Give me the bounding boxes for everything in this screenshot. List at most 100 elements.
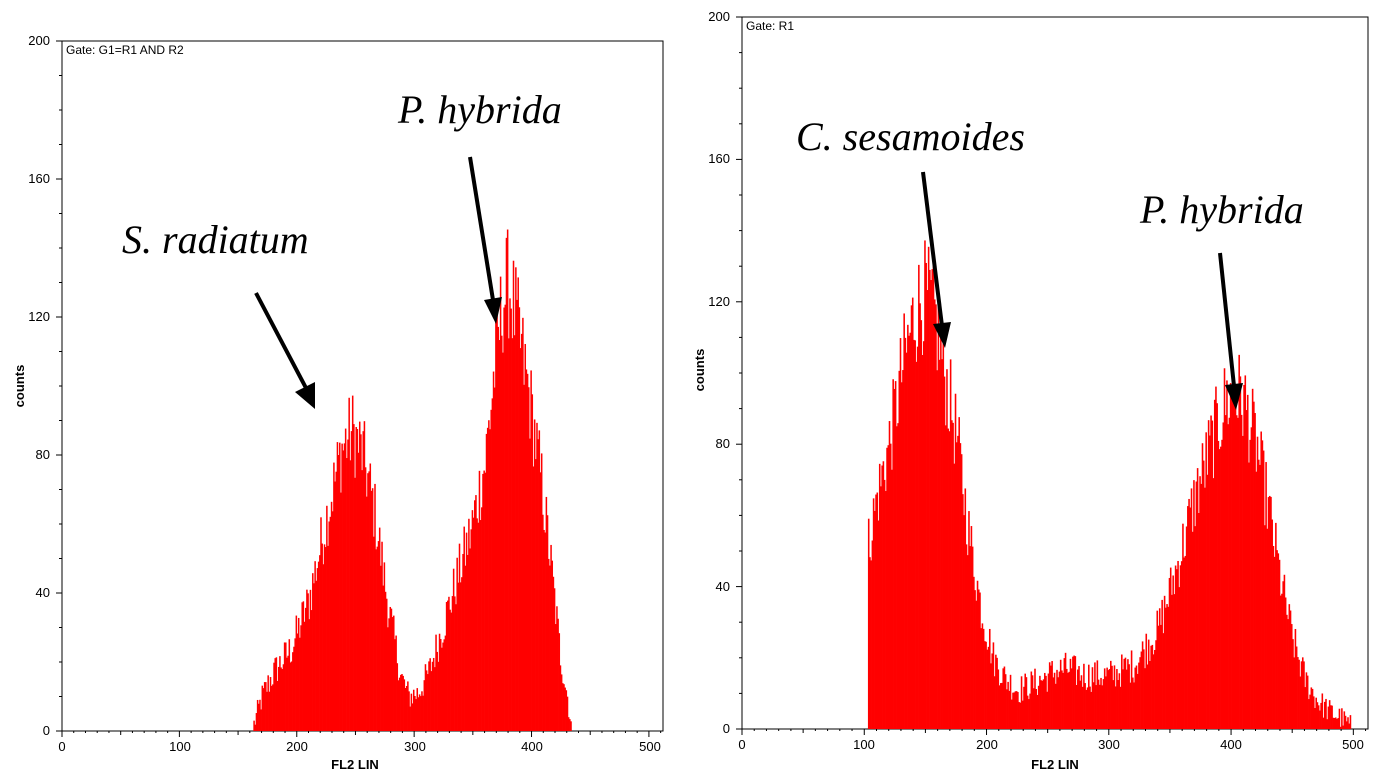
histogram-bar — [1024, 673, 1026, 729]
histogram-bar — [870, 560, 872, 729]
histogram-bar — [544, 532, 546, 731]
histogram-bar — [1237, 417, 1239, 729]
histogram-bar — [1347, 717, 1349, 729]
histogram-bar — [1101, 685, 1104, 729]
histogram-bar — [905, 352, 908, 729]
histogram-bar — [1061, 670, 1063, 729]
annotation-arrowhead-c-sesamoides — [933, 322, 951, 348]
histogram-bar — [1130, 650, 1133, 729]
histogram-bar — [1059, 659, 1062, 729]
histogram-bar — [1255, 471, 1258, 729]
histogram-bar — [438, 633, 441, 731]
histogram-bar — [1337, 718, 1339, 729]
histogram-bar — [1006, 689, 1008, 729]
histogram-bar — [363, 421, 366, 731]
histogram-bar — [1321, 693, 1324, 729]
histogram-bar — [1058, 671, 1061, 729]
histogram-bar — [477, 522, 480, 731]
histogram-bar — [282, 664, 285, 731]
histogram-bar — [1020, 676, 1023, 729]
histogram-bar — [570, 721, 572, 731]
histogram-bar — [1179, 565, 1182, 729]
histogram-bar — [960, 454, 963, 729]
histogram-bar — [904, 337, 907, 729]
histogram-bar — [869, 557, 871, 729]
histogram-bar — [1275, 522, 1277, 729]
histogram-bar — [331, 511, 334, 731]
annotation-s-radiatum: S. radiatum — [122, 217, 309, 262]
histogram-bar — [962, 494, 964, 729]
histogram-bar — [552, 576, 555, 731]
histogram-bar — [1339, 726, 1342, 729]
histogram-bar — [1278, 559, 1281, 729]
histogram-bar — [1303, 661, 1305, 729]
histogram-bar — [1003, 666, 1006, 729]
histogram-bar — [1080, 675, 1083, 729]
y-axis-label: counts — [12, 365, 27, 408]
histogram-bar — [1134, 667, 1137, 729]
x-tick-label: 300 — [1098, 737, 1120, 752]
histogram-bar — [1301, 657, 1304, 729]
histogram-bar — [886, 447, 888, 729]
histogram-bar — [947, 428, 949, 729]
histogram-bar — [1268, 495, 1271, 729]
histogram-bar — [261, 685, 264, 731]
histogram-bar — [508, 338, 510, 731]
histogram-bar — [556, 606, 558, 731]
histogram-bar — [471, 510, 474, 731]
histogram-bar — [323, 544, 326, 731]
histogram-bar — [957, 435, 959, 729]
histogram-bar — [875, 494, 877, 729]
histogram-bar — [1227, 424, 1229, 729]
histogram-bar — [1018, 702, 1020, 729]
histogram-bar — [373, 536, 375, 731]
histogram-bar — [1309, 694, 1311, 729]
histogram-bar — [965, 544, 968, 729]
histogram-bar — [1070, 668, 1073, 729]
histogram-bar — [404, 687, 407, 731]
histogram-bar — [977, 589, 980, 729]
histogram-bar — [921, 355, 924, 729]
histogram-bar — [504, 304, 507, 731]
histogram-bar — [982, 628, 985, 729]
histogram-bar — [1008, 690, 1011, 729]
histogram-bar — [952, 422, 954, 729]
histogram-bar — [547, 558, 550, 731]
histogram-bar — [877, 520, 880, 729]
histogram-bar — [986, 649, 989, 729]
panel-right: Gate: R1 0 40 80 120 160 200 0 100 200 3… — [692, 9, 1369, 772]
histogram-bar — [378, 527, 381, 731]
histogram-bar — [430, 671, 433, 731]
histogram-bar — [1330, 705, 1332, 729]
histogram-bar — [518, 307, 521, 731]
histogram-bar — [954, 393, 957, 729]
histogram-bar — [1196, 468, 1199, 729]
histogram-bar — [1246, 394, 1249, 729]
histogram-bar — [270, 685, 273, 731]
histogram-bar — [517, 277, 519, 731]
histogram-bar — [975, 600, 978, 729]
histogram-bar — [1174, 565, 1177, 729]
histogram-bar — [1180, 561, 1183, 729]
histogram-bar — [1262, 450, 1265, 729]
histogram-bar — [1266, 528, 1269, 729]
x-axis-label: FL2 LIN — [331, 757, 379, 772]
y-tick-label: 120 — [708, 294, 730, 309]
histogram-bar — [891, 469, 893, 729]
histogram-bar — [1240, 414, 1243, 729]
histogram-bar — [268, 691, 271, 731]
histogram-bar — [466, 554, 469, 731]
histogram-bar — [1143, 649, 1145, 729]
histogram-bar — [414, 696, 416, 731]
histogram-bar — [1223, 368, 1226, 729]
histogram-bar — [340, 492, 342, 731]
histogram-bar — [464, 565, 467, 731]
histogram-bar — [910, 305, 913, 729]
histogram-bar — [452, 568, 455, 731]
histogram-bar — [991, 653, 993, 729]
histogram-bar — [483, 470, 485, 731]
histogram-bar — [1158, 608, 1161, 729]
histogram-bar — [958, 417, 960, 729]
histogram-bar — [1063, 658, 1066, 729]
histogram-bar — [1004, 674, 1007, 729]
